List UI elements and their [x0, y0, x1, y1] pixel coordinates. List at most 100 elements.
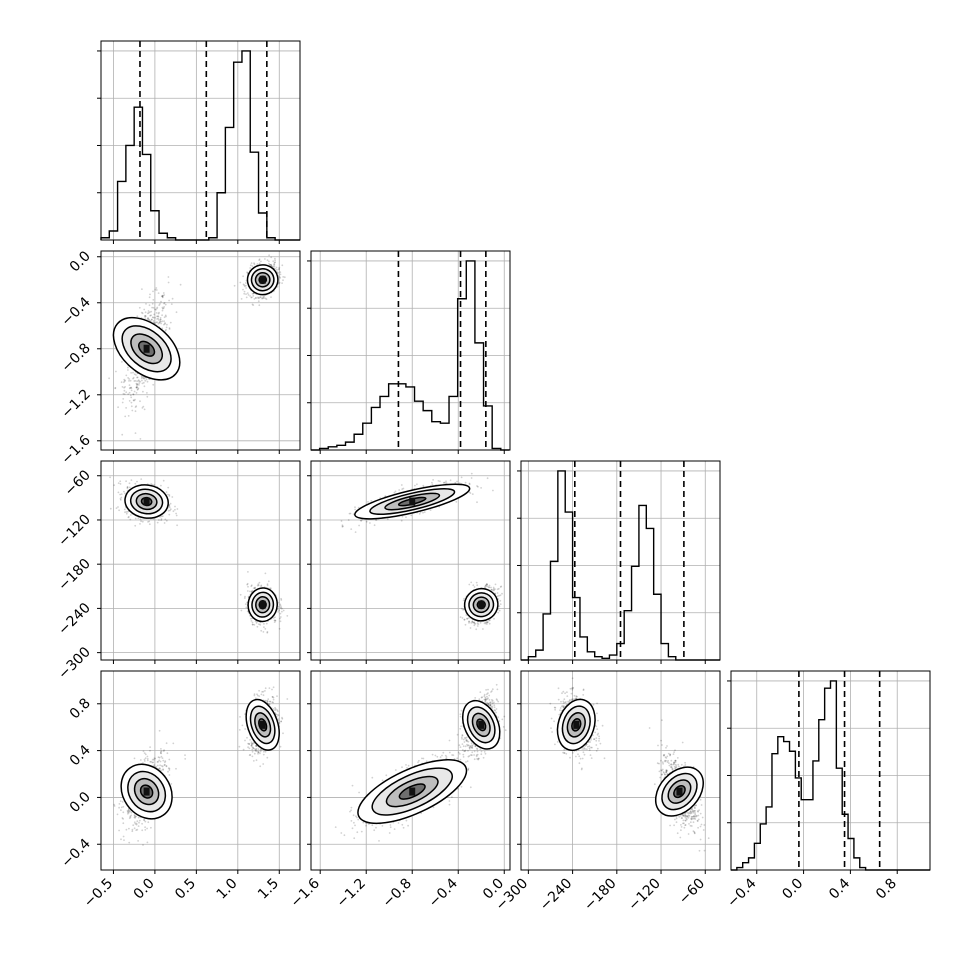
scatter-point	[153, 484, 156, 486]
scatter-point	[147, 317, 149, 319]
scatter-point	[280, 597, 282, 600]
scatter-point	[373, 524, 376, 527]
scatter-point	[130, 389, 133, 392]
scatter-point	[124, 492, 126, 495]
scatter-point	[264, 297, 267, 300]
scatter-point	[165, 326, 168, 329]
scatter-point	[484, 584, 487, 587]
scatter-point	[157, 315, 159, 318]
scatter-point	[274, 616, 276, 619]
scatter-point	[143, 752, 146, 754]
scatter-point	[135, 374, 137, 376]
scatter-point	[142, 750, 145, 753]
scatter-point	[120, 838, 122, 841]
scatter-point	[499, 603, 502, 605]
scatter-point	[157, 319, 160, 321]
scatter-point	[270, 263, 273, 266]
scatter-point	[483, 586, 486, 588]
scatter-point	[239, 593, 242, 596]
scatter-point	[124, 379, 127, 382]
scatter-point	[252, 292, 255, 295]
scatter-point	[129, 386, 132, 389]
scatter-point	[134, 822, 137, 825]
scatter-point	[257, 300, 260, 303]
scatter-point	[130, 401, 133, 404]
scatter-point	[150, 318, 153, 321]
scatter-point	[138, 819, 141, 822]
scatter-point	[135, 829, 138, 831]
density-peak	[143, 344, 150, 353]
scatter-point	[461, 617, 464, 619]
scatter-point	[251, 292, 254, 295]
scatter-point	[250, 590, 253, 593]
scatter-point	[128, 810, 131, 812]
scatter-point	[260, 296, 262, 299]
scatter-point	[394, 490, 397, 493]
scatter-point	[135, 392, 138, 394]
scatter-point	[161, 306, 164, 309]
scatter-point	[134, 380, 137, 382]
scatter-point	[121, 401, 124, 404]
scatter-point	[278, 266, 281, 269]
scatter-point	[122, 822, 125, 825]
scatter-point	[120, 381, 123, 384]
scatter-point	[140, 311, 143, 314]
scatter-point	[155, 289, 158, 291]
scatter-point	[167, 770, 169, 773]
scatter-point	[277, 601, 280, 604]
scatter-point	[257, 583, 260, 585]
scatter-point	[258, 262, 261, 265]
scatter-points	[113, 686, 289, 846]
scatter-point	[463, 618, 466, 621]
scatter-point	[163, 306, 166, 308]
scatter-point	[468, 482, 471, 485]
scatter-point	[141, 829, 144, 832]
scatter-point	[476, 501, 478, 504]
scatter-point	[485, 583, 488, 586]
scatter-point	[168, 299, 171, 302]
scatter-point	[117, 491, 120, 494]
scatter-point	[133, 827, 136, 830]
scatter-point	[484, 621, 487, 624]
scatter-point	[468, 483, 471, 486]
scatter-point	[464, 623, 467, 626]
scatter-point	[130, 396, 133, 399]
scatter-point	[167, 281, 170, 284]
scatter-point	[161, 765, 164, 768]
scatter-point	[142, 381, 145, 384]
scatter-point	[449, 479, 452, 482]
scatter-point	[152, 383, 155, 386]
scatter-point	[137, 825, 140, 827]
scatter-point	[268, 260, 270, 263]
scatter-point	[121, 433, 124, 436]
scatter-point	[419, 511, 422, 514]
scatter-point	[492, 589, 494, 591]
scatter-point	[164, 303, 167, 306]
scatter-point	[130, 387, 133, 389]
scatter-point	[242, 288, 244, 291]
scatter-point	[437, 480, 440, 482]
scatter-point	[135, 815, 138, 818]
scatter-point	[473, 621, 475, 624]
scatter-point	[245, 282, 247, 284]
scatter-point	[352, 513, 355, 516]
scatter-point	[253, 623, 256, 626]
scatter-point	[129, 394, 132, 397]
scatter-point	[258, 258, 261, 261]
scatter-point	[477, 485, 479, 488]
scatter-point	[161, 295, 164, 298]
scatter-point	[128, 817, 131, 820]
scatter-point	[153, 313, 156, 316]
scatter-point	[162, 479, 165, 482]
scatter-point	[269, 587, 272, 590]
scatter-point	[498, 609, 501, 612]
scatter-point	[470, 477, 473, 479]
scatter-points	[340, 472, 503, 631]
scatter-point	[169, 508, 172, 511]
density-peak	[143, 497, 150, 506]
scatter-point	[125, 391, 128, 394]
scatter-point	[157, 292, 160, 294]
scatter-point	[496, 588, 499, 591]
scatter-point	[115, 370, 117, 373]
scatter-point	[487, 586, 490, 589]
